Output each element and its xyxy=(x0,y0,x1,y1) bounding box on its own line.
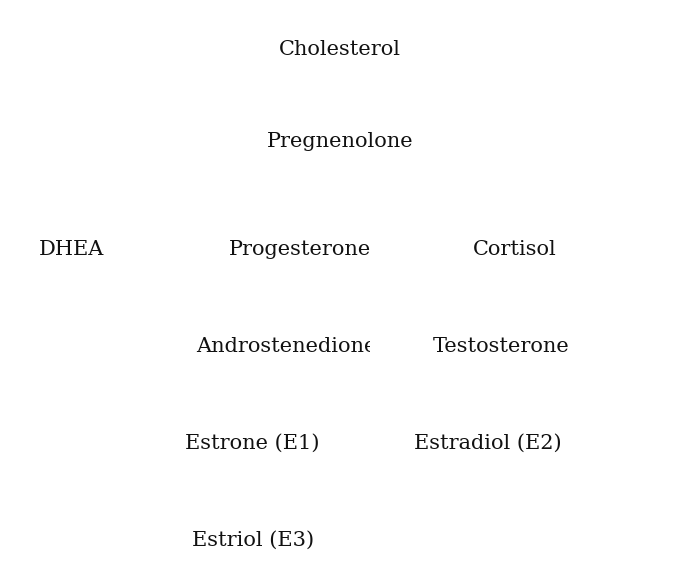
Text: Progesterone: Progesterone xyxy=(228,240,371,259)
Text: DHEA: DHEA xyxy=(39,240,104,259)
Text: Estriol (E3): Estriol (E3) xyxy=(192,531,313,550)
Text: Cholesterol: Cholesterol xyxy=(279,41,401,59)
Text: Androstenedione: Androstenedione xyxy=(196,337,377,356)
Text: Pregnenolone: Pregnenolone xyxy=(267,131,413,151)
Text: Cortisol: Cortisol xyxy=(473,240,556,259)
Text: Estradiol (E2): Estradiol (E2) xyxy=(414,434,562,453)
Text: Testosterone: Testosterone xyxy=(433,337,570,356)
Text: Estrone (E1): Estrone (E1) xyxy=(186,434,320,453)
